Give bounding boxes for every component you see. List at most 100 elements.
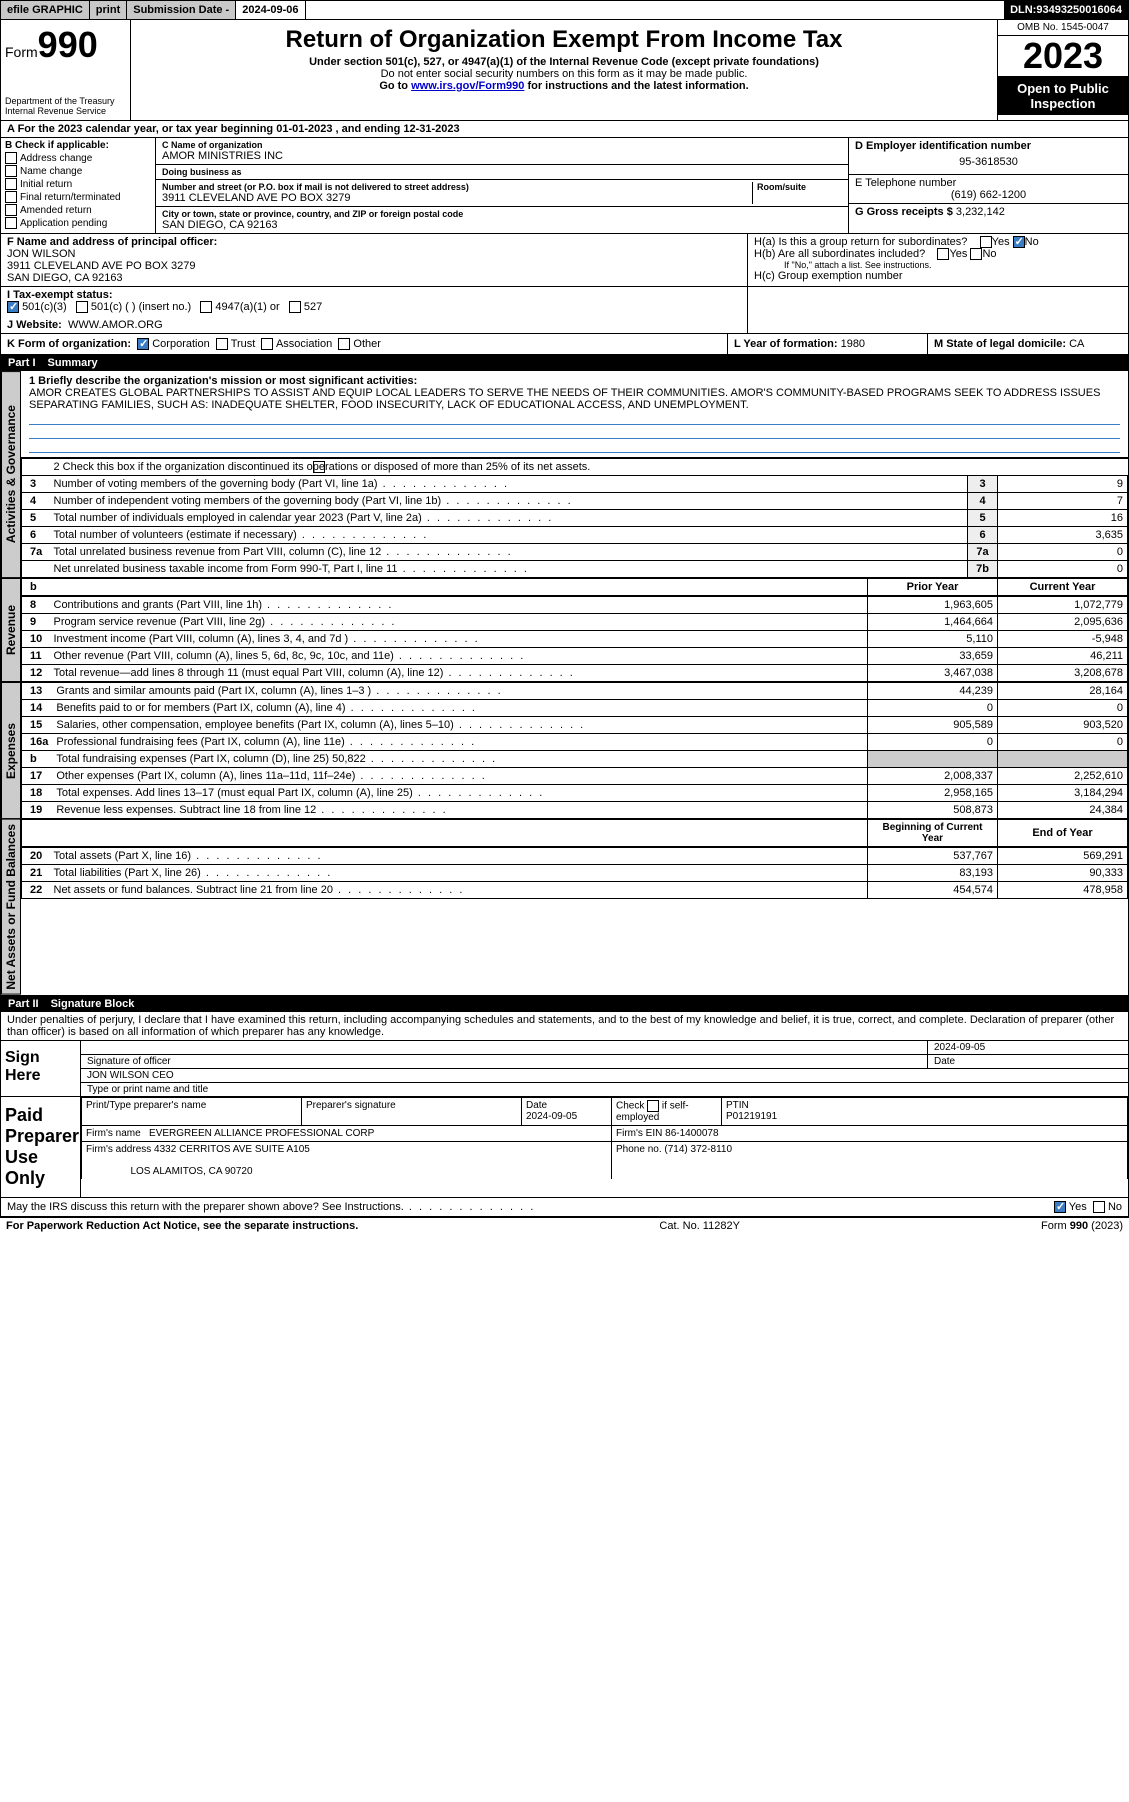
ck-final-return[interactable]: Final return/terminated: [5, 191, 151, 203]
expenses-table: 13Grants and similar amounts paid (Part …: [21, 682, 1128, 819]
open-inspection: Open to Public Inspection: [998, 77, 1128, 115]
row-f-h: F Name and address of principal officer:…: [0, 234, 1129, 287]
discuss-yes: [1054, 1201, 1066, 1213]
table-row: 9Program service revenue (Part VIII, lin…: [22, 614, 1128, 631]
page-footer: For Paperwork Reduction Act Notice, see …: [0, 1217, 1129, 1234]
h-a: H(a) Is this a group return for subordin…: [754, 236, 1122, 248]
table-row: 16aProfessional fundraising fees (Part I…: [22, 734, 1128, 751]
table-row: 5Total number of individuals employed in…: [22, 510, 1128, 527]
ptin-label: PTIN: [726, 1100, 749, 1111]
officer-printed-name: JON WILSON CEO: [81, 1069, 1128, 1083]
top-bar: efile GRAPHIC print Submission Date - 20…: [0, 0, 1129, 20]
table-row: 10Investment income (Part VIII, column (…: [22, 631, 1128, 648]
table-row: bTotal fundraising expenses (Part IX, co…: [22, 751, 1128, 768]
table-row: 18Total expenses. Add lines 13–17 (must …: [22, 785, 1128, 802]
dln: DLN: 93493250016064: [1004, 1, 1128, 19]
netassets-table: Beginning of Current YearEnd of Year 20T…: [21, 819, 1128, 899]
officer-name: JON WILSON: [7, 248, 741, 260]
mission-text: AMOR CREATES GLOBAL PARTNERSHIPS TO ASSI…: [29, 387, 1120, 411]
submission-date: 2024-09-06: [236, 1, 305, 19]
officer-addr1: 3911 CLEVELAND AVE PO BOX 3279: [7, 260, 741, 272]
firm-phone: (714) 372-8110: [664, 1144, 732, 1155]
org-city: SAN DIEGO, CA 92163: [162, 219, 842, 231]
j-website: J Website: WWW.AMOR.ORG: [7, 319, 741, 331]
g-gross-label: G Gross receipts $: [855, 206, 953, 218]
sig-date: 2024-09-05: [928, 1041, 1128, 1055]
ck-app-pending[interactable]: Application pending: [5, 217, 151, 229]
dept-irs: Internal Revenue Service: [5, 106, 126, 116]
officer-addr2: SAN DIEGO, CA 92163: [7, 272, 741, 284]
ck-initial-return[interactable]: Initial return: [5, 178, 151, 190]
paid-preparer-label: Paid Preparer Use Only: [1, 1097, 81, 1197]
phone-value: (619) 662-1200: [855, 189, 1122, 201]
table-row: 6Total number of volunteers (estimate if…: [22, 527, 1128, 544]
paid-preparer-block: Paid Preparer Use Only Print/Type prepar…: [0, 1097, 1129, 1198]
tab-netassets: Net Assets or Fund Balances: [1, 819, 21, 995]
tax-year: 2023: [998, 36, 1128, 77]
ha-no-checked: [1013, 236, 1025, 248]
table-row: 15Salaries, other compensation, employee…: [22, 717, 1128, 734]
table-row: 19Revenue less expenses. Subtract line 1…: [22, 802, 1128, 819]
k-form-org: K Form of organization: Corporation Trus…: [1, 334, 728, 354]
discuss-row: May the IRS discuss this return with the…: [0, 1198, 1129, 1217]
prep-name-label: Print/Type preparer's name: [86, 1100, 206, 1111]
m-state: M State of legal domicile: CA: [928, 334, 1128, 354]
row-klm: K Form of organization: Corporation Trus…: [0, 334, 1129, 355]
c-city-label: City or town, state or province, country…: [162, 209, 842, 219]
governance-table: 2 Check this box if the organization dis…: [21, 458, 1128, 578]
b-label: B Check if applicable:: [5, 140, 151, 151]
dept-treasury: Department of the Treasury: [5, 96, 126, 106]
part2-header: Part IISignature Block: [0, 996, 1129, 1012]
section-governance: Activities & Governance 1 Briefly descri…: [0, 371, 1129, 578]
firm-name: EVERGREEN ALLIANCE PROFESSIONAL CORP: [149, 1128, 374, 1139]
efile-button[interactable]: efile GRAPHIC: [1, 1, 90, 19]
section-revenue: Revenue bPrior YearCurrent Year 8Contrib…: [0, 578, 1129, 682]
sig-officer-label: Signature of officer: [87, 1056, 171, 1067]
ck-corp: [137, 338, 149, 350]
ck-amended[interactable]: Amended return: [5, 204, 151, 216]
firm-ein: 86-1400078: [665, 1128, 718, 1139]
table-row: 20Total assets (Part X, line 16)537,7675…: [22, 847, 1128, 865]
part1-header: Part ISummary: [0, 355, 1129, 371]
table-row: 21Total liabilities (Part X, line 26)83,…: [22, 865, 1128, 882]
f-label: F Name and address of principal officer:: [7, 236, 741, 248]
ein-value: 95-3618530: [855, 152, 1122, 172]
signature-block: Sign Here Signature of officer 2024-09-0…: [0, 1041, 1129, 1097]
row-i-j: I Tax-exempt status: 501(c)(3) 501(c) ( …: [0, 287, 1129, 334]
row-a-taxyear: A For the 2023 calendar year, or tax yea…: [0, 121, 1129, 138]
sign-here-label: Sign Here: [1, 1041, 81, 1096]
table-row: 3Number of voting members of the governi…: [22, 476, 1128, 493]
irs-link[interactable]: www.irs.gov/Form990: [411, 80, 524, 92]
table-row: 4Number of independent voting members of…: [22, 493, 1128, 510]
print-button[interactable]: print: [90, 1, 127, 19]
table-row: 17Other expenses (Part IX, column (A), l…: [22, 768, 1128, 785]
name-title-label: Type or print name and title: [81, 1083, 1128, 1096]
firm-addr1: 4332 CERRITOS AVE SUITE A105: [154, 1144, 310, 1155]
omb-number: OMB No. 1545-0047: [998, 20, 1128, 36]
ck-501c3: [7, 301, 19, 313]
submission-label: Submission Date -: [127, 1, 236, 19]
table-row: 8Contributions and grants (Part VIII, li…: [22, 596, 1128, 614]
table-row: 13Grants and similar amounts paid (Part …: [22, 683, 1128, 700]
org-address: 3911 CLEVELAND AVE PO BOX 3279: [162, 192, 752, 204]
table-row: 22Net assets or fund balances. Subtract …: [22, 882, 1128, 899]
tab-expenses: Expenses: [1, 682, 21, 819]
c-addr-label: Number and street (or P.O. box if mail i…: [162, 182, 752, 192]
section-expenses: Expenses 13Grants and similar amounts pa…: [0, 682, 1129, 819]
table-row: 14Benefits paid to or for members (Part …: [22, 700, 1128, 717]
subtitle-3: Go to www.irs.gov/Form990 for instructio…: [139, 80, 989, 92]
footer-cat: Cat. No. 11282Y: [659, 1220, 740, 1232]
c-name-label: C Name of organization: [162, 140, 842, 150]
ck-address-change[interactable]: Address change: [5, 152, 151, 164]
footer-left: For Paperwork Reduction Act Notice, see …: [6, 1220, 358, 1232]
mission-label: 1 Briefly describe the organization's mi…: [29, 375, 1120, 387]
ptin-value: P01219191: [726, 1111, 777, 1122]
identity-block: B Check if applicable: Address change Na…: [0, 138, 1129, 234]
prep-sig-label: Preparer's signature: [306, 1100, 396, 1111]
table-row: 7aTotal unrelated business revenue from …: [22, 544, 1128, 561]
h-c: H(c) Group exemption number: [754, 270, 1122, 282]
org-name: AMOR MINISTRIES INC: [162, 150, 842, 162]
form-header: Form990 Department of the Treasury Inter…: [0, 20, 1129, 121]
line2: 2 Check this box if the organization dis…: [50, 459, 1128, 476]
ck-name-change[interactable]: Name change: [5, 165, 151, 177]
